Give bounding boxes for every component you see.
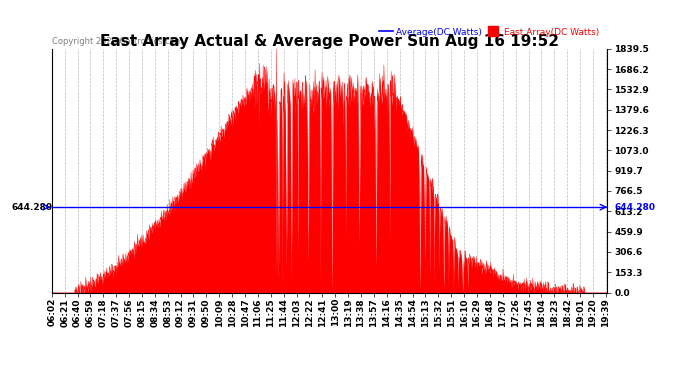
Text: Copyright 2020 Cartronics.com: Copyright 2020 Cartronics.com (52, 38, 183, 46)
Legend: Average(DC Watts), East Array(DC Watts): Average(DC Watts), East Array(DC Watts) (375, 24, 602, 40)
Title: East Array Actual & Average Power Sun Aug 16 19:52: East Array Actual & Average Power Sun Au… (100, 34, 559, 49)
Text: 644.280: 644.280 (12, 202, 52, 211)
Text: 644.280: 644.280 (614, 202, 655, 211)
